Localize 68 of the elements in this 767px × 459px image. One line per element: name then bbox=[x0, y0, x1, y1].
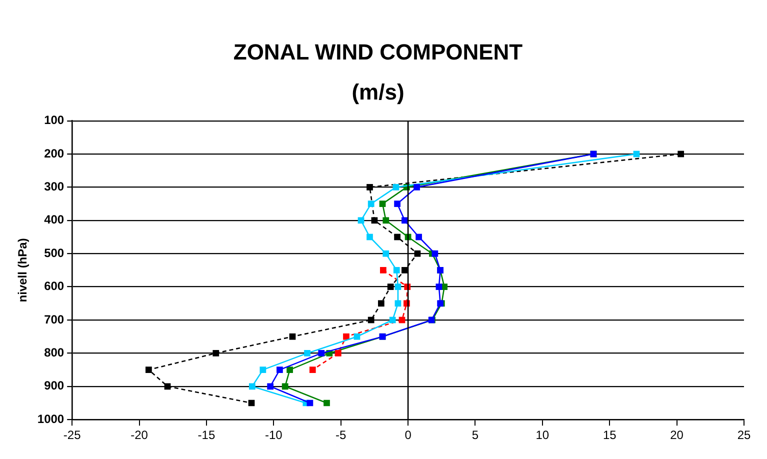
chart-title: ZONAL WIND COMPONENT bbox=[233, 39, 524, 64]
y-tick-label: 400 bbox=[44, 212, 64, 227]
point bbox=[394, 300, 402, 307]
x-tick-label: -5 bbox=[336, 428, 347, 442]
point bbox=[678, 150, 684, 158]
point bbox=[366, 184, 373, 190]
point bbox=[380, 267, 386, 274]
x-tick-label: 0 bbox=[404, 428, 412, 442]
x-tick-label: 20 bbox=[670, 428, 684, 442]
y-tick-label: 200 bbox=[44, 146, 64, 160]
x-tick-label: -15 bbox=[198, 428, 216, 442]
point bbox=[366, 234, 373, 240]
point bbox=[212, 350, 220, 356]
point bbox=[334, 350, 342, 356]
point bbox=[354, 333, 360, 340]
y-tick-label: 1000 bbox=[37, 412, 64, 426]
point bbox=[436, 284, 442, 290]
point bbox=[371, 217, 378, 224]
point bbox=[414, 250, 421, 257]
y-tick-label: 600 bbox=[44, 279, 64, 294]
x-tick-label: 25 bbox=[737, 428, 751, 442]
point bbox=[343, 333, 350, 340]
point bbox=[146, 366, 152, 373]
point bbox=[368, 316, 374, 324]
point bbox=[289, 333, 296, 340]
x-tick-label: 5 bbox=[472, 428, 479, 442]
point bbox=[379, 200, 386, 207]
point bbox=[382, 250, 390, 257]
point bbox=[267, 383, 274, 390]
point bbox=[432, 250, 438, 257]
point bbox=[309, 366, 316, 373]
point bbox=[392, 184, 400, 190]
point bbox=[358, 217, 364, 224]
point bbox=[318, 350, 325, 356]
x-tick-label: -20 bbox=[130, 428, 148, 442]
chart-subtitle: (m/s) bbox=[352, 80, 404, 105]
point bbox=[164, 383, 171, 390]
point bbox=[324, 400, 330, 406]
point bbox=[282, 383, 288, 390]
x-tick-label: -10 bbox=[264, 428, 283, 442]
point bbox=[414, 184, 420, 190]
point bbox=[304, 350, 310, 356]
point bbox=[393, 267, 400, 274]
point bbox=[402, 267, 408, 274]
point bbox=[402, 217, 408, 224]
x-tick-label: -25 bbox=[63, 428, 82, 442]
y-tick-label: 700 bbox=[44, 312, 64, 326]
point bbox=[394, 234, 400, 240]
point bbox=[394, 200, 400, 207]
point bbox=[416, 234, 422, 240]
point bbox=[368, 200, 374, 207]
y-axis-title: nivell (hPa) bbox=[16, 238, 30, 302]
y-tick-label: 300 bbox=[44, 180, 64, 194]
point bbox=[382, 217, 390, 224]
y-tick-label: 500 bbox=[44, 246, 64, 260]
point bbox=[260, 366, 266, 373]
y-tick-label: 800 bbox=[44, 346, 64, 360]
x-tick-label: 15 bbox=[602, 428, 617, 442]
point bbox=[394, 284, 402, 290]
point bbox=[387, 284, 394, 290]
point bbox=[286, 366, 293, 373]
point bbox=[389, 316, 396, 324]
x-tick-label: 10 bbox=[536, 428, 550, 442]
y-tick-label: 100 bbox=[44, 113, 64, 128]
point bbox=[276, 366, 283, 373]
point bbox=[378, 300, 384, 307]
y-tick-label: 900 bbox=[44, 378, 64, 393]
point bbox=[248, 383, 256, 390]
